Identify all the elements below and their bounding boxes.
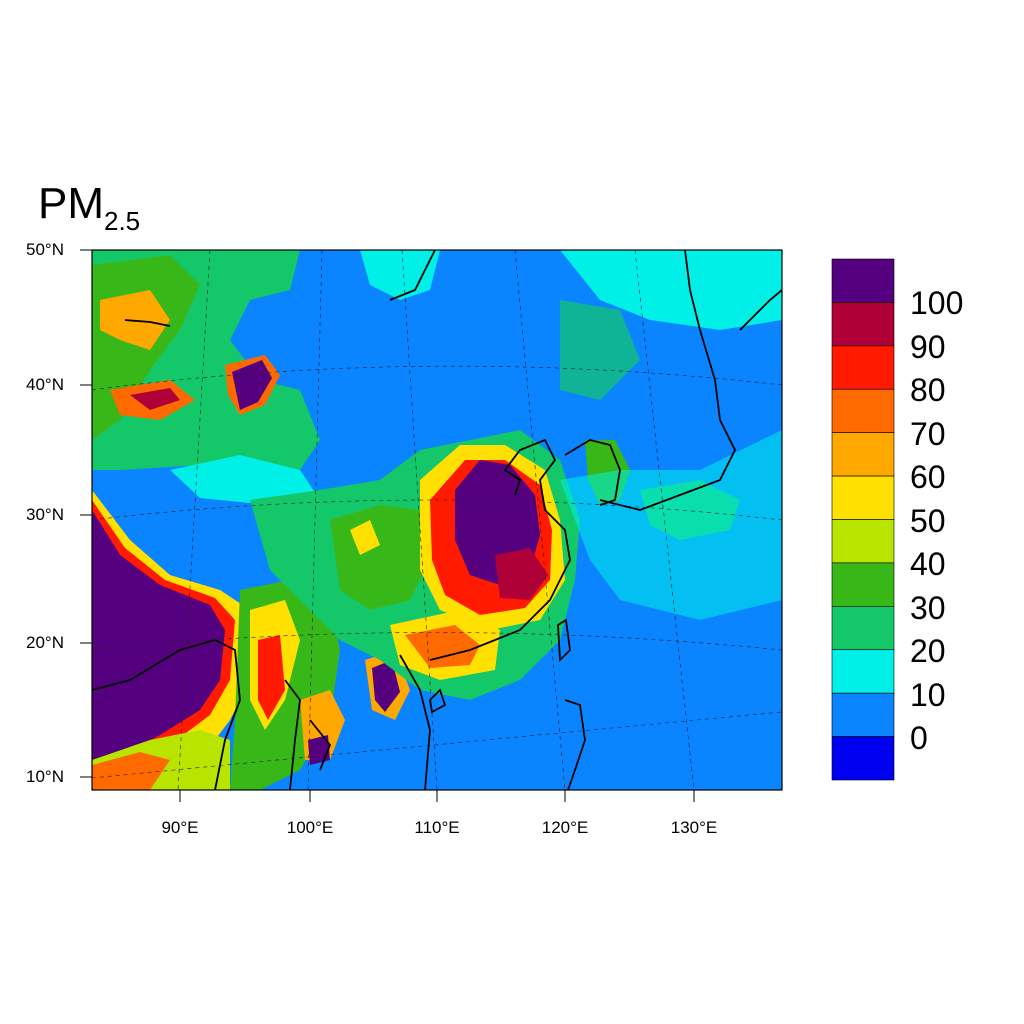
colorbar-box-5 [831, 475, 895, 520]
coast-thailand [309, 719, 332, 771]
lat-label-30n: 30°N [26, 505, 64, 524]
colorbar-box-3 [831, 388, 895, 433]
region-south-china-mid [405, 625, 480, 668]
graticule-90e [177, 250, 211, 790]
graticule-40n [92, 365, 782, 391]
region-bay-bengal-core [92, 752, 170, 790]
colorbar-label-70: 70 [910, 416, 946, 452]
region-plateau-north [170, 455, 320, 505]
colorbar-label-0: 0 [910, 720, 928, 756]
colorbar-box-9 [831, 649, 895, 694]
graticule-130e [634, 250, 695, 790]
coast-baikal [389, 250, 436, 301]
graticule-110e [401, 250, 438, 790]
lon-label-130e: 130°E [670, 818, 718, 837]
region-sea-moderate [560, 430, 782, 620]
colorbar-box-1 [831, 302, 895, 347]
region-yangtze-delta [495, 548, 548, 600]
graticule-120e [514, 250, 566, 790]
colorbar-box-6 [831, 519, 895, 564]
lon-label-90e: 90°E [161, 818, 199, 837]
coast-kuril [739, 289, 782, 331]
region-taklamakan-core [130, 388, 180, 410]
graticule-10n [92, 711, 782, 779]
colorbar-label-10: 10 [910, 677, 946, 713]
region-sichuan-hot [350, 520, 380, 555]
graticule-100e [307, 250, 323, 790]
colorbar-label-20: 20 [910, 633, 946, 669]
coast-philippines [564, 699, 586, 790]
colorbar-label-90: 90 [910, 329, 946, 365]
colorbar-box-7 [831, 562, 895, 607]
region-india-core [92, 510, 225, 762]
region-northeast-moderate [560, 300, 640, 400]
coast-balkhash [124, 319, 171, 327]
lat-label-20n: 20°N [26, 633, 64, 652]
lat-label-40n: 40°N [26, 375, 64, 394]
colorbar-box-10 [831, 692, 895, 737]
map-title: PM2.5 [38, 179, 141, 236]
region-myanmar-core [258, 635, 285, 720]
lon-label-100e: 100°E [286, 818, 334, 837]
colorbar [831, 258, 895, 781]
coast-hainan [429, 688, 447, 714]
colorbar-label-80: 80 [910, 372, 946, 408]
graticule-30n [92, 499, 782, 521]
graticule [92, 250, 782, 790]
lon-label-120e: 120°E [541, 818, 589, 837]
map-field [92, 250, 782, 790]
colorbar-label-30: 30 [910, 590, 946, 626]
coast-china [429, 438, 571, 661]
colorbar-box-2 [831, 345, 895, 390]
axis-ticks [80, 249, 695, 802]
graticule-20n [92, 632, 782, 651]
region-mongolia-north [360, 250, 440, 300]
coast-taiwan [557, 618, 571, 663]
coast-india-east [92, 639, 241, 790]
lat-label-50n: 50°N [26, 240, 64, 259]
colorbar-label-60: 60 [910, 459, 946, 495]
colorbar-label-50: 50 [910, 503, 946, 539]
title-subscript: 2.5 [104, 206, 141, 236]
colorbar-box-0 [831, 258, 895, 303]
coast-myanmar [284, 679, 301, 790]
coast-korea [564, 439, 621, 506]
colorbar-label-100: 100 [910, 285, 964, 321]
coast-vietnam [399, 654, 431, 790]
colorbar-box-11 [831, 736, 895, 781]
lat-label-10n: 10°N [26, 767, 64, 786]
title-main: PM [38, 179, 104, 228]
region-northeast-light [560, 250, 782, 330]
colorbar-label-40: 40 [910, 546, 946, 582]
region-vietnam-core [372, 660, 400, 712]
colorbar-box-4 [831, 432, 895, 477]
colorbar-box-8 [831, 606, 895, 651]
region-tarim-core [232, 360, 272, 410]
coast-sakhalin [684, 250, 701, 331]
lon-label-110e: 110°E [414, 818, 460, 837]
